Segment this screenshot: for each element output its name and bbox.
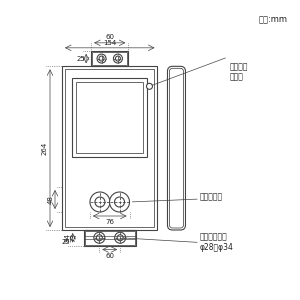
Circle shape xyxy=(115,232,126,243)
Text: 48: 48 xyxy=(48,195,54,204)
Bar xyxy=(91,51,128,66)
Text: 60: 60 xyxy=(105,34,114,40)
Text: 25: 25 xyxy=(62,238,71,244)
Text: 154: 154 xyxy=(103,40,116,46)
Circle shape xyxy=(94,232,105,243)
Text: コンセント: コンセント xyxy=(200,193,223,202)
Bar xyxy=(72,78,148,157)
Text: 84: 84 xyxy=(65,233,71,242)
Circle shape xyxy=(117,235,123,241)
Circle shape xyxy=(96,235,102,241)
Bar xyxy=(76,82,143,153)
Text: 76: 76 xyxy=(105,219,114,225)
Text: 60: 60 xyxy=(105,253,114,259)
Bar xyxy=(85,231,135,244)
Circle shape xyxy=(116,56,120,61)
Bar xyxy=(84,230,136,245)
Text: ノックアウト
φ28－φ34: ノックアウト φ28－φ34 xyxy=(200,233,234,252)
Circle shape xyxy=(95,197,105,207)
Circle shape xyxy=(115,197,124,207)
FancyBboxPatch shape xyxy=(169,68,184,228)
Circle shape xyxy=(99,56,104,61)
FancyBboxPatch shape xyxy=(167,66,185,230)
Text: 単位:mm: 単位:mm xyxy=(259,15,288,24)
Text: 264: 264 xyxy=(42,142,48,155)
Circle shape xyxy=(110,192,130,212)
Circle shape xyxy=(146,83,152,89)
Text: 73: 73 xyxy=(71,233,77,242)
Circle shape xyxy=(113,54,122,63)
Text: 25: 25 xyxy=(76,56,85,62)
Circle shape xyxy=(90,192,110,212)
Bar xyxy=(65,69,154,227)
Bar xyxy=(92,52,127,65)
Circle shape xyxy=(97,54,106,63)
Text: 電源表示
ランプ: 電源表示 ランプ xyxy=(230,62,248,81)
Bar xyxy=(62,66,158,230)
